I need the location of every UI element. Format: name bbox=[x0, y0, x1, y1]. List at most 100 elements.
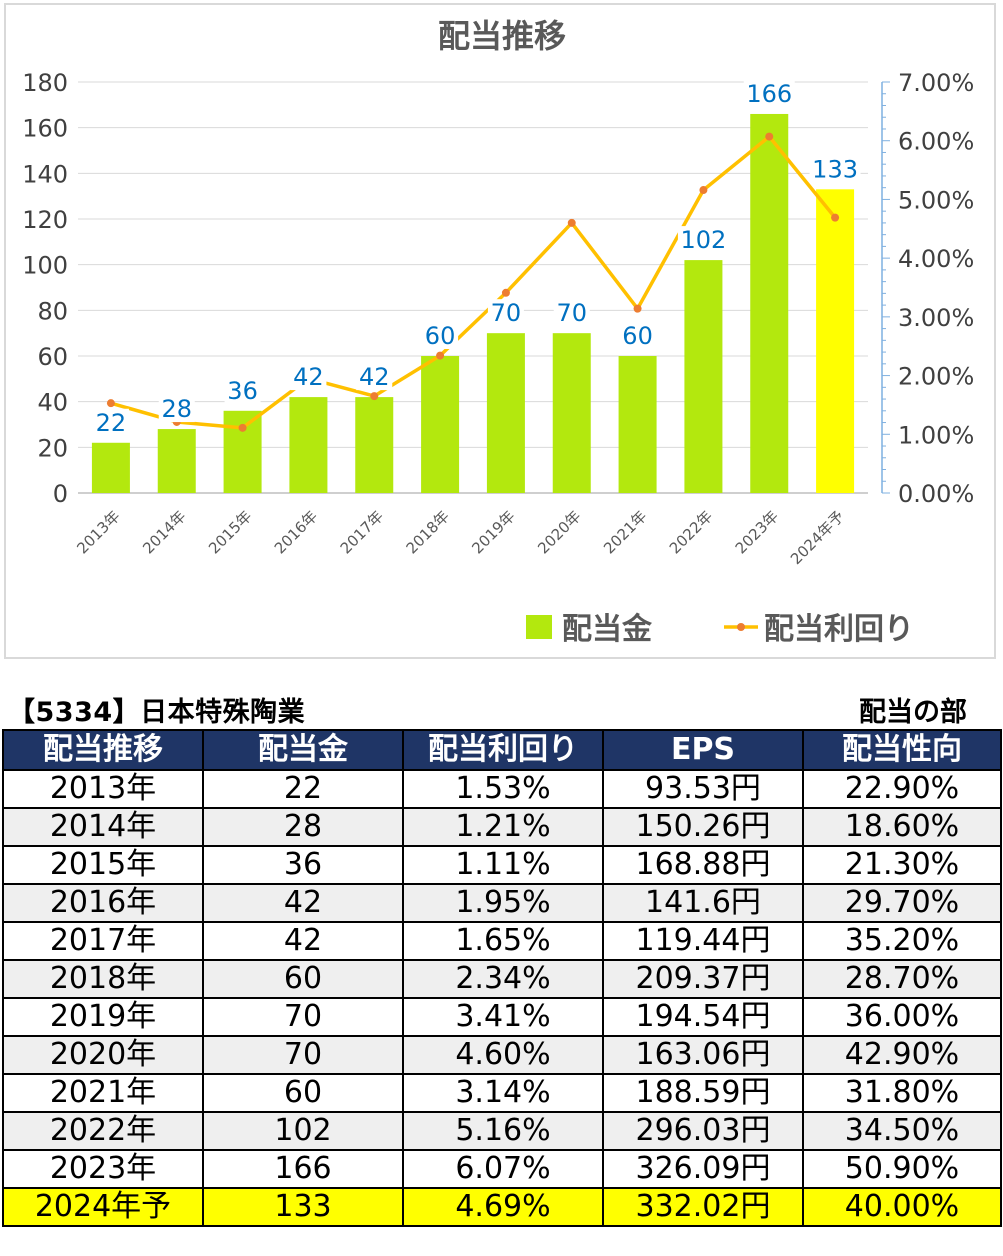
data-label-bg bbox=[619, 322, 656, 349]
x-axis-tick-label: 2021年 bbox=[600, 507, 650, 557]
cell-payout: 34.50% bbox=[802, 1111, 1002, 1151]
yield-marker bbox=[765, 132, 774, 141]
cell-dividend: 36 bbox=[202, 845, 404, 885]
x-axis-tick-label: 2014年 bbox=[139, 507, 189, 557]
data-label-bg bbox=[677, 226, 729, 254]
cell-eps: 194.54円 bbox=[602, 997, 804, 1037]
data-label: 22 bbox=[96, 409, 127, 437]
cell-yield: 2.34% bbox=[402, 959, 604, 999]
table-title-row: 【5334】日本特殊陶業 配当の部 bbox=[0, 690, 1003, 728]
data-label: 36 bbox=[227, 377, 258, 405]
cell-dividend: 60 bbox=[202, 959, 404, 999]
cell-dividend: 42 bbox=[202, 883, 404, 923]
x-axis-tick-label: 2022年 bbox=[666, 507, 716, 557]
cell-yield: 4.60% bbox=[402, 1035, 604, 1075]
data-label: 28 bbox=[161, 395, 192, 423]
cell-dividend: 28 bbox=[202, 807, 404, 847]
data-label-bg bbox=[487, 299, 524, 327]
left-axis-tick-label: 120 bbox=[22, 206, 68, 234]
cell-payout: 50.90% bbox=[802, 1149, 1002, 1189]
cell-eps: 326.09円 bbox=[602, 1149, 804, 1189]
right-axis-tick-label: 1.00% bbox=[898, 421, 974, 449]
cell-eps: 168.88円 bbox=[602, 845, 804, 885]
header-dividend: 配当金 bbox=[202, 729, 404, 771]
right-axis-tick-label: 0.00% bbox=[898, 480, 974, 508]
left-axis-tick-label: 160 bbox=[22, 115, 68, 143]
x-axis-tick-label: 2024年予 bbox=[787, 507, 848, 568]
header-year: 配当推移 bbox=[2, 729, 204, 771]
cell-eps: 188.59円 bbox=[602, 1073, 804, 1113]
cell-year: 2023年 bbox=[2, 1149, 204, 1189]
cell-dividend: 42 bbox=[202, 921, 404, 961]
legend-label-dividend: 配当金 bbox=[562, 612, 653, 647]
cell-year: 2021年 bbox=[2, 1073, 204, 1113]
table-row: 2016年 42 1.95% 141.6円 29.70% bbox=[2, 883, 1002, 923]
data-label: 70 bbox=[491, 299, 522, 327]
cell-eps: 163.06円 bbox=[602, 1035, 804, 1075]
cell-payout: 28.70% bbox=[802, 959, 1002, 999]
cell-eps: 119.44円 bbox=[602, 921, 804, 961]
bar-dividend bbox=[486, 333, 525, 493]
data-label-bg bbox=[92, 408, 129, 436]
cell-dividend: 133 bbox=[202, 1187, 404, 1227]
bar-dividend bbox=[552, 333, 591, 493]
company-title: 【5334】日本特殊陶業 bbox=[8, 697, 306, 728]
cell-yield: 5.16% bbox=[402, 1111, 604, 1151]
bar-dividend bbox=[684, 260, 723, 493]
table-row: 2020年 70 4.60% 163.06円 42.90% bbox=[2, 1035, 1002, 1075]
table-body: 2013年 22 1.53% 93.53円 22.90% 2014年 28 1.21% 150.… bbox=[2, 769, 1002, 1227]
table-row: 2017年 42 1.65% 119.44円 35.20% bbox=[2, 921, 1002, 961]
cell-year: 2024年予 bbox=[2, 1187, 204, 1227]
table-row: 2014年 28 1.21% 150.26円 18.60% bbox=[2, 807, 1002, 847]
cell-yield: 1.65% bbox=[402, 921, 604, 961]
left-axis-tick-label: 180 bbox=[22, 69, 68, 97]
bar-dividend bbox=[157, 429, 196, 493]
cell-year: 2013年 bbox=[2, 769, 204, 809]
left-axis-tick-label: 60 bbox=[37, 343, 68, 371]
right-axis-tick-label: 4.00% bbox=[898, 245, 974, 273]
x-axis-tick-label: 2015年 bbox=[205, 507, 255, 557]
x-axis-tick-label: 2020年 bbox=[534, 507, 584, 557]
data-label: 133 bbox=[812, 155, 858, 183]
dividend-chart: 配当推移 0 20 40 60 80 100 120 140 160 180 0.00% 1.00% 2.… bbox=[4, 3, 996, 659]
data-label: 70 bbox=[556, 299, 587, 327]
header-yield: 配当利回り bbox=[402, 729, 604, 771]
yield-marker bbox=[370, 392, 379, 401]
data-label-bg bbox=[224, 376, 261, 404]
cell-payout: 18.60% bbox=[802, 807, 1002, 847]
cell-dividend: 166 bbox=[202, 1149, 404, 1189]
right-axis-tick-label: 2.00% bbox=[898, 363, 974, 391]
left-axis-tick-label: 20 bbox=[37, 434, 68, 462]
table-header-row: 配当推移 配当金 配当利回り EPS 配当性向 bbox=[2, 729, 1002, 771]
yield-marker bbox=[501, 288, 510, 297]
cell-year: 2018年 bbox=[2, 959, 204, 999]
table-row: 2021年 60 3.14% 188.59円 31.80% bbox=[2, 1073, 1002, 1113]
cell-dividend: 70 bbox=[202, 1035, 404, 1075]
data-label-bg bbox=[356, 363, 393, 391]
cell-yield: 1.53% bbox=[402, 769, 604, 809]
bar-dividend bbox=[223, 410, 262, 493]
bar-dividend bbox=[618, 356, 657, 493]
data-label-bg bbox=[553, 299, 590, 327]
table-row: 2015年 36 1.11% 168.88円 21.30% bbox=[2, 845, 1002, 885]
cell-yield: 1.21% bbox=[402, 807, 604, 847]
cell-payout: 35.20% bbox=[802, 921, 1002, 961]
cell-year: 2017年 bbox=[2, 921, 204, 961]
cell-eps: 209.37円 bbox=[602, 959, 804, 999]
yield-marker bbox=[633, 304, 642, 313]
table-row: 2013年 22 1.53% 93.53円 22.90% bbox=[2, 769, 1002, 809]
cell-yield: 1.95% bbox=[402, 883, 604, 923]
yield-marker bbox=[106, 399, 115, 408]
bar-dividend bbox=[355, 397, 394, 493]
data-label: 60 bbox=[425, 322, 456, 350]
cell-year: 2022年 bbox=[2, 1111, 204, 1151]
yield-marker bbox=[436, 351, 445, 360]
table-row: 2019年 70 3.41% 194.54円 36.00% bbox=[2, 997, 1002, 1037]
data-label: 166 bbox=[746, 80, 792, 108]
x-axis-tick-label: 2018年 bbox=[403, 507, 453, 557]
legend-label-yield: 配当利回り bbox=[764, 612, 914, 647]
cell-year: 2019年 bbox=[2, 997, 204, 1037]
x-axis-tick-label: 2016年 bbox=[271, 507, 321, 557]
data-label-bg bbox=[158, 395, 195, 423]
dividend-table: 配当推移 配当金 配当利回り EPS 配当性向 2013年 22 1.53% 93.5… bbox=[2, 729, 1002, 1227]
